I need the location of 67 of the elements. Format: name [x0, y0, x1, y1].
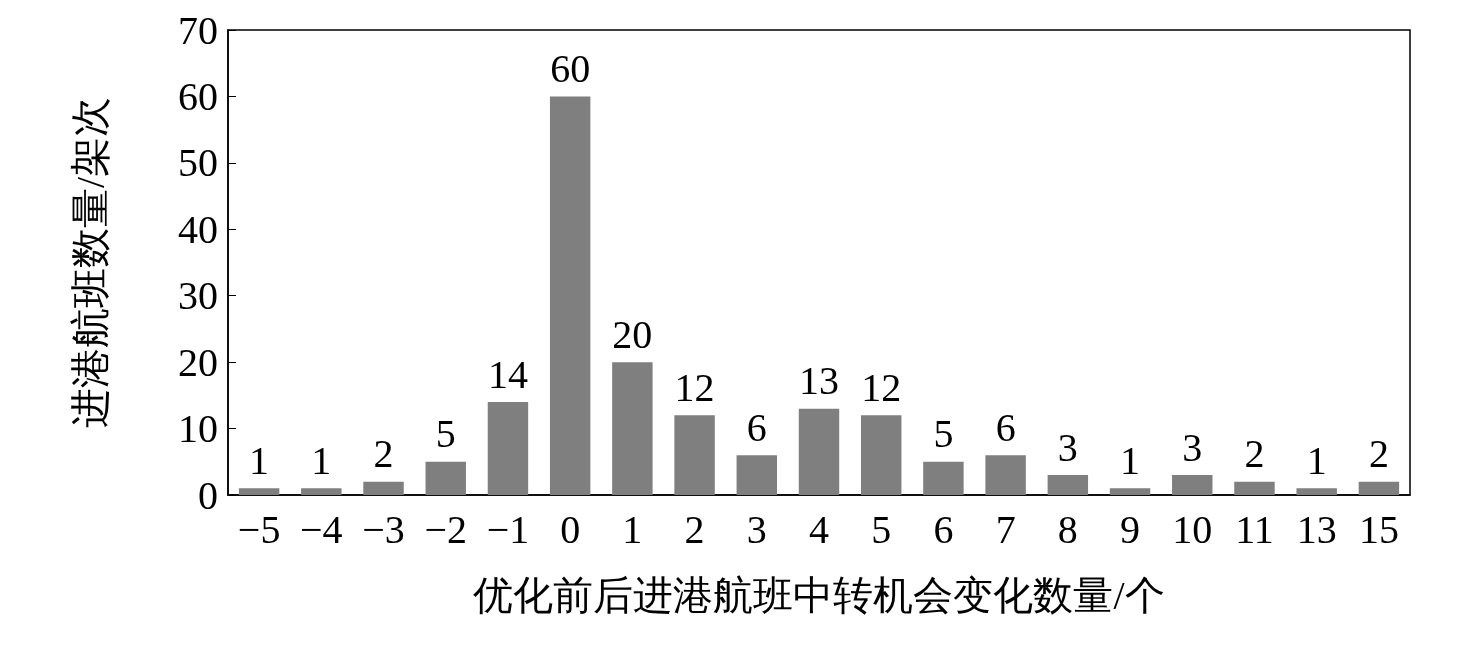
- bar: [425, 461, 466, 495]
- bar: [487, 402, 529, 495]
- x-axis-title: 优化前后进港航班中转机会变化数量/个: [473, 572, 1165, 618]
- x-tick-label: 9: [1120, 506, 1141, 552]
- data-label: 12: [861, 364, 902, 410]
- y-tick-label: 70: [178, 7, 218, 53]
- data-label: 6: [995, 404, 1016, 450]
- y-tick-label: 0: [198, 472, 218, 518]
- bar: [860, 415, 902, 495]
- bar: [238, 488, 280, 495]
- y-tick-label: 20: [178, 339, 218, 385]
- y-tick-label: 60: [178, 73, 218, 119]
- x-tick-label: −1: [486, 506, 530, 552]
- data-label: 60: [550, 45, 591, 91]
- x-tick-label: −2: [424, 506, 468, 552]
- data-label: 13: [799, 358, 839, 404]
- data-label: 3: [1182, 424, 1203, 470]
- data-label: 5: [933, 411, 954, 457]
- y-tick-label: 30: [178, 273, 218, 319]
- bar: [1358, 481, 1400, 495]
- bar: [363, 481, 404, 495]
- x-tick-label: 13: [1296, 506, 1337, 552]
- bar: [1047, 475, 1089, 495]
- data-label: 1: [311, 437, 332, 483]
- data-label: 1: [1306, 437, 1327, 483]
- bar: [798, 408, 840, 495]
- x-tick-label: 6: [933, 506, 954, 552]
- y-tick-label: 40: [178, 206, 218, 252]
- x-tick-label: 10: [1172, 506, 1213, 552]
- bar: [674, 415, 715, 495]
- x-tick-label: 2: [684, 506, 705, 552]
- bar: [1172, 475, 1213, 495]
- data-label: 3: [1057, 424, 1078, 470]
- y-axis-title: 进港航班数量/架次: [67, 96, 113, 429]
- x-tick-label: 3: [746, 506, 767, 552]
- bar: [1296, 488, 1337, 495]
- bar: [985, 455, 1026, 495]
- x-tick-label: −5: [237, 506, 281, 552]
- bar: [301, 488, 342, 495]
- data-label: 1: [249, 437, 270, 483]
- bar: [612, 362, 653, 495]
- x-tick-label: 5: [871, 506, 892, 552]
- data-label: 1: [1120, 437, 1141, 483]
- data-label: 5: [435, 411, 456, 457]
- x-tick-label: 8: [1057, 506, 1078, 552]
- y-tick-label: 10: [178, 406, 218, 452]
- x-tick-label: 1: [622, 506, 643, 552]
- x-tick-label: 0: [560, 506, 581, 552]
- data-label: 2: [1244, 431, 1265, 477]
- x-tick-label: −4: [300, 506, 343, 552]
- bar: [923, 461, 964, 495]
- data-label: 20: [612, 311, 653, 357]
- x-tick-label: −3: [362, 506, 405, 552]
- data-label: 12: [674, 364, 715, 410]
- data-label: 14: [487, 351, 528, 397]
- data-label: 2: [373, 431, 394, 477]
- bar: [736, 455, 778, 495]
- x-tick-label: 7: [995, 506, 1016, 552]
- x-tick-label: 11: [1235, 506, 1274, 552]
- x-tick-label: 4: [809, 506, 829, 552]
- data-label: 2: [1368, 431, 1389, 477]
- bar: [549, 96, 591, 495]
- bar: [1234, 481, 1275, 495]
- x-tick-label: 15: [1358, 506, 1399, 552]
- bar: [1109, 488, 1151, 495]
- y-tick-label: 50: [178, 140, 218, 186]
- data-label: 6: [746, 404, 767, 450]
